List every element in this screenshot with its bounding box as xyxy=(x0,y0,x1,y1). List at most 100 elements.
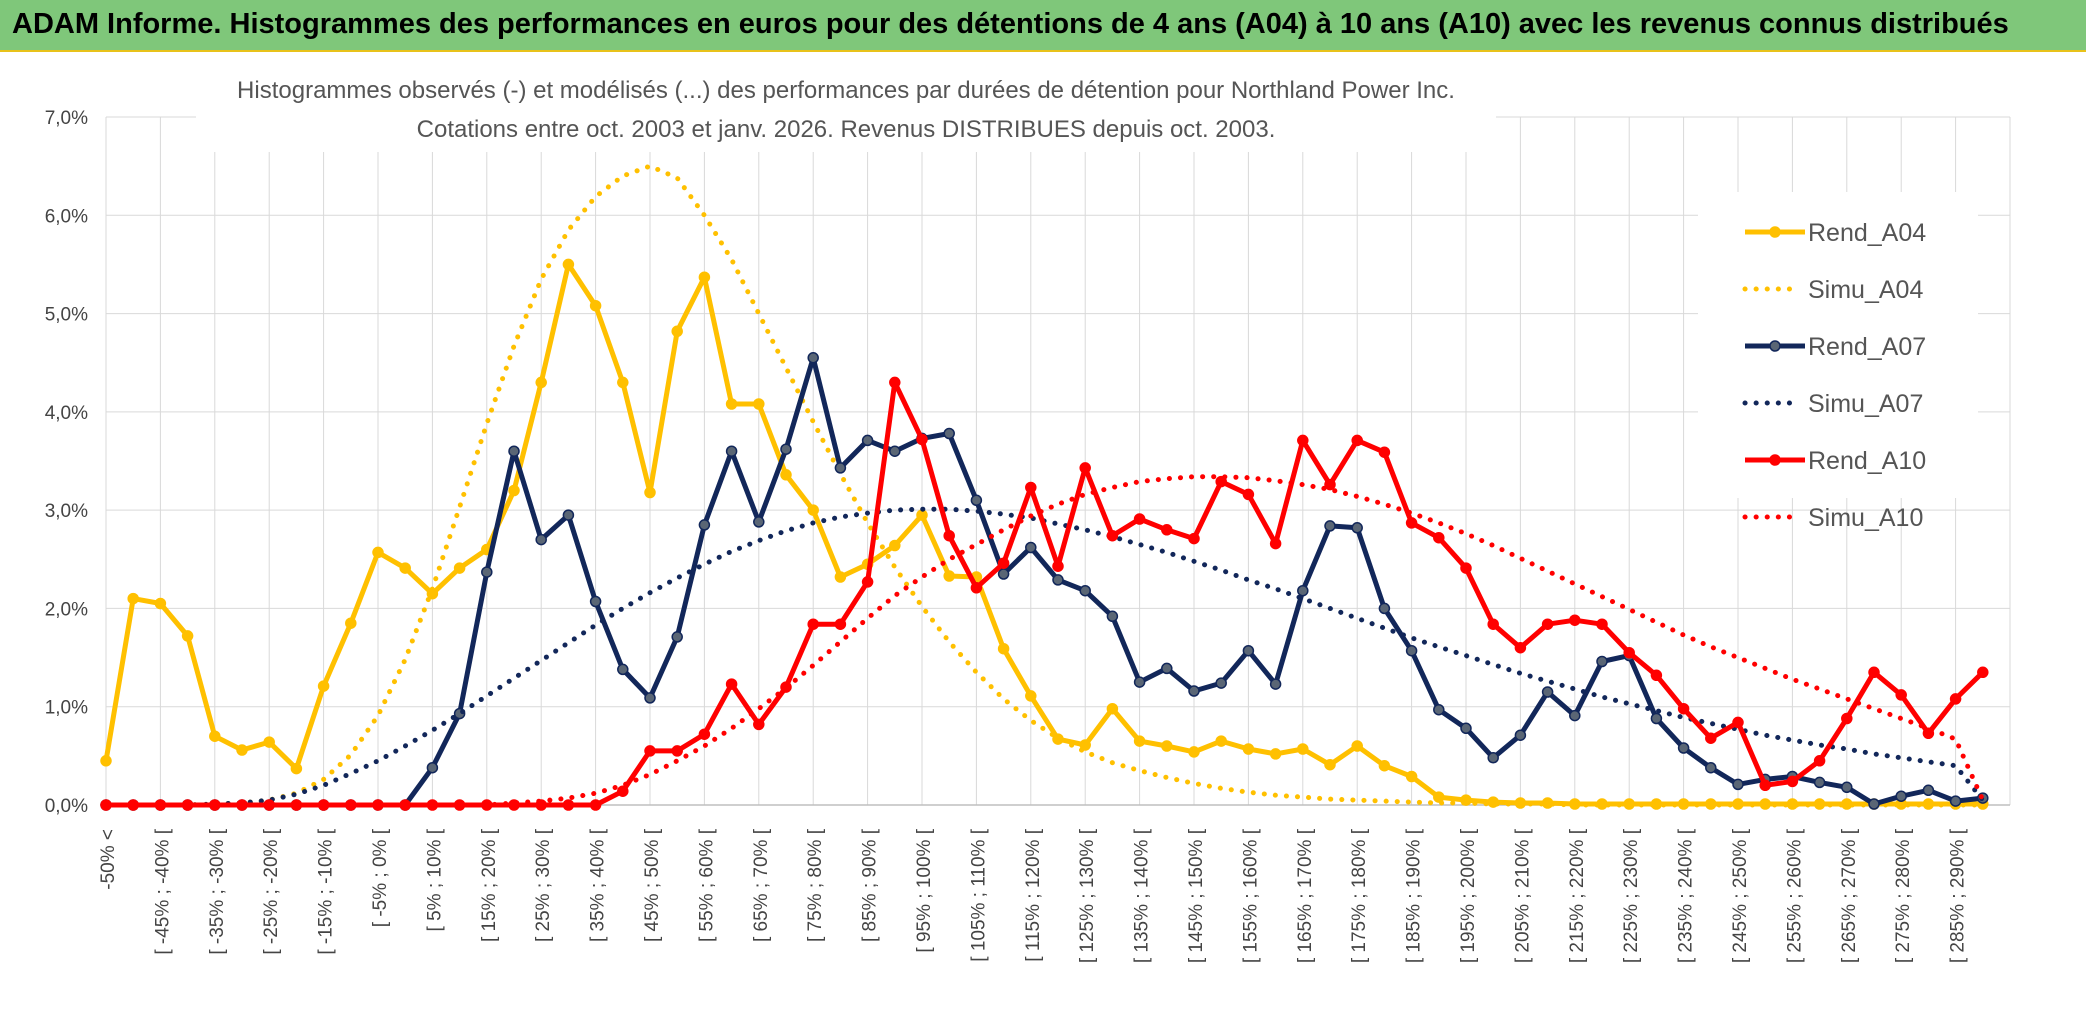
legend-label-simu-a10: Simu_A10 xyxy=(1808,504,1923,532)
x-tick-label: [ 65% ; 70% [ xyxy=(751,828,772,942)
series-rend-a07-point xyxy=(562,509,575,521)
series-rend-a07-point xyxy=(1487,752,1499,764)
series-rend-a07-point xyxy=(753,516,765,528)
series-rend-a07-point xyxy=(1215,677,1227,689)
x-tick-label: [ 255% ; 260% [ xyxy=(1784,828,1805,963)
x-tick-label: [ 135% ; 140% [ xyxy=(1132,828,1153,963)
series-rend-a10-point xyxy=(1433,531,1445,544)
x-tick-label: [ -25% ; -20% [ xyxy=(261,828,282,954)
series-rend-a07-point xyxy=(997,568,1010,580)
series-rend-a04-point xyxy=(753,398,765,410)
legend-label-rend-a04: Rend_A04 xyxy=(1808,219,1926,247)
series-rend-a07-point xyxy=(970,494,983,507)
legend-label-simu-a07: Simu_A07 xyxy=(1808,390,1923,418)
series-rend-a10-point xyxy=(725,678,738,690)
legend: Rend_A04 Simu_A04 Rend_A07 Simu_A07 Rend_A10… xyxy=(1742,219,1926,532)
series-rend-a07-point xyxy=(861,434,874,447)
series-rend-a07-point xyxy=(1596,655,1608,668)
series-rend-a10-point xyxy=(1813,755,1826,767)
y-tick-label: 0,0% xyxy=(45,796,88,817)
x-tick-label: [ 165% ; 170% [ xyxy=(1295,828,1316,963)
series-rend-a07-point xyxy=(1514,729,1527,741)
series-rend-a10-point xyxy=(589,799,602,811)
series-rend-a10-point xyxy=(1895,689,1907,701)
series-rend-a07-point xyxy=(481,566,493,578)
series-rend-a04-point xyxy=(589,299,602,312)
series-rend-a04-point xyxy=(127,592,139,605)
series-rend-a10-point xyxy=(1079,462,1091,474)
series-rend-a07-point xyxy=(1460,722,1472,735)
series-rend-a10-point xyxy=(1161,524,1173,536)
series-rend-a04-point xyxy=(725,398,738,410)
series-rend-a07-point xyxy=(1569,709,1581,722)
series-rend-a07-point xyxy=(1732,778,1744,791)
series-rend-a07-point xyxy=(1324,520,1336,532)
series-rend-a07-point xyxy=(426,761,439,774)
legend-marker-rend-a10 xyxy=(1769,454,1781,466)
series-rend-a10-point xyxy=(1025,481,1037,494)
series-rend-a04-line xyxy=(103,261,1986,807)
series-rend-a04-point xyxy=(263,736,275,748)
series-rend-a04-point xyxy=(1351,740,1363,752)
series-rend-a04-point xyxy=(1188,746,1200,758)
series-rend-a04-point xyxy=(399,562,411,574)
legend-marker-rend-a04 xyxy=(1769,226,1781,238)
series-rend-a07-point xyxy=(1433,703,1445,716)
x-tick-label: [ 55% ; 60% [ xyxy=(696,828,717,942)
series-rend-a10-point xyxy=(1677,702,1690,715)
series-rend-a10-point xyxy=(1215,475,1227,488)
series-rend-a04-point xyxy=(617,376,629,389)
series-rend-a07-point xyxy=(508,445,520,457)
series-rend-a04-point xyxy=(1405,770,1418,783)
y-tick-label: 3,0% xyxy=(45,501,88,522)
series-rend-a04-point xyxy=(154,597,167,610)
series-rend-a04-point xyxy=(807,504,819,516)
series-rend-a07-point xyxy=(807,352,819,364)
series-rend-a10-point xyxy=(562,799,575,811)
x-tick-label: [ 105% ; 110% [ xyxy=(968,828,989,961)
series-rend-a04-point xyxy=(1297,743,1309,755)
series-rend-a10-point xyxy=(1487,618,1499,630)
x-tick-label: -50% < xyxy=(98,829,119,890)
series-rend-a04-point xyxy=(1269,748,1282,760)
series-rend-a04-point xyxy=(209,730,221,742)
x-tick-label: [ 225% ; 230% [ xyxy=(1621,828,1642,963)
x-tick-label: [ -45% ; -40% [ xyxy=(152,828,173,954)
series-rend-a10-point xyxy=(1188,532,1200,545)
series-rend-a10-point xyxy=(1405,517,1418,529)
x-tick-label: [ 5% ; 10% [ xyxy=(424,828,445,931)
x-tick-label: [ 35% ; 40% [ xyxy=(588,828,609,942)
series-rend-a07-point xyxy=(1813,776,1826,789)
chart-area: 0,0% 1,0% 2,0% 3,0% 4,0% 5,0% 6,0% 7,0% -50% < [ … xyxy=(0,52,2086,1031)
y-tick-label: 6,0% xyxy=(45,206,88,227)
series-rend-a07-point xyxy=(834,462,847,474)
series-rend-a10-point xyxy=(1596,618,1608,630)
series-rend-a10-point xyxy=(1541,618,1554,630)
legend-backdrop xyxy=(1698,192,1978,498)
series-rend-a10-point xyxy=(1242,488,1255,501)
series-rend-a04-point xyxy=(562,258,575,271)
series-rend-a10-point xyxy=(1868,666,1880,679)
legend-marker-rend-a07 xyxy=(1769,340,1781,352)
x-tick-label: [ 145% ; 150% [ xyxy=(1186,828,1207,963)
series-rend-a07-point xyxy=(1405,644,1418,657)
series-rend-a04-point xyxy=(644,486,656,499)
series-rend-a10-point xyxy=(671,745,683,757)
series-rend-a10-point xyxy=(644,745,656,757)
series-rend-a10-point xyxy=(1949,693,1962,705)
series-rend-a07-point xyxy=(589,595,602,608)
series-rend-a10-point xyxy=(1841,712,1853,725)
series-rend-a10-point xyxy=(1324,478,1336,491)
title-banner: ADAM Informe. Histogrammes des performan… xyxy=(0,0,2086,52)
series-rend-a04-point xyxy=(1079,739,1091,751)
series-rend-a07-point xyxy=(617,663,629,676)
series-rend-a07-point xyxy=(535,533,547,546)
x-tick-label: [ 85% ; 90% [ xyxy=(860,828,881,942)
x-tick-label: [ -5% ; 0% [ xyxy=(370,828,391,927)
series-rend-a04-point xyxy=(1324,758,1336,771)
legend-label-rend-a07: Rend_A07 xyxy=(1808,333,1926,361)
series-rend-a07-point xyxy=(1052,574,1064,586)
series-rend-a10-point xyxy=(1623,646,1635,659)
series-rend-a07-point xyxy=(780,443,792,455)
series-rend-a04-point xyxy=(453,562,466,574)
